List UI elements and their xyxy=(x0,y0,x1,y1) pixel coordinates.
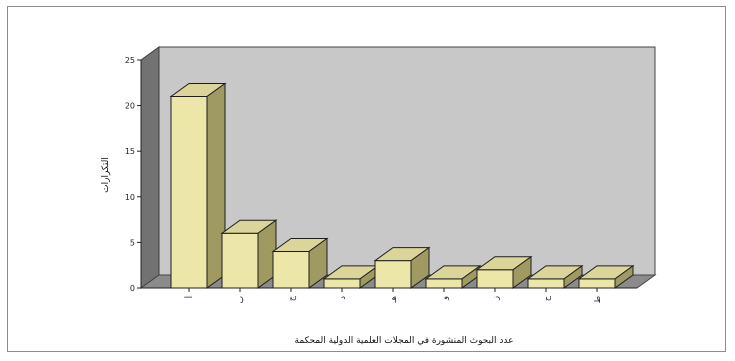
bar-3 xyxy=(271,237,329,289)
bar-front xyxy=(527,278,565,289)
x-tick-label: هـ xyxy=(389,296,398,304)
y-tick-label: 0 xyxy=(130,284,135,293)
bar-side xyxy=(308,237,328,289)
y-tick-label: 5 xyxy=(130,238,135,247)
bar-front xyxy=(578,278,616,289)
x-axis-title: عدد البحوث المنشورة في المجلات العلمية ا… xyxy=(295,336,514,346)
bar-front xyxy=(272,251,310,289)
x-tick-label: ج xyxy=(287,295,296,301)
bar-5 xyxy=(373,246,431,289)
x-tick-label: و xyxy=(440,296,449,301)
y-tick-label: 20 xyxy=(125,102,135,111)
bar-front xyxy=(374,260,412,289)
y-tick-label: 15 xyxy=(125,147,135,156)
bar-front xyxy=(170,95,208,289)
bar-2 xyxy=(220,219,278,289)
chart-side-wall xyxy=(140,46,160,289)
x-tick-label: ط xyxy=(593,296,602,303)
bar-side xyxy=(512,255,532,289)
x-tick-label: ز xyxy=(491,296,500,301)
x-tick-label: د xyxy=(338,296,347,300)
x-tick-label: ب xyxy=(236,296,245,304)
bar-9 xyxy=(577,264,635,289)
bar-side xyxy=(410,246,430,289)
bar-front xyxy=(221,232,259,289)
x-tick-label: أ xyxy=(184,296,194,298)
bar-side xyxy=(563,264,583,289)
y-axis-title: التكرارات xyxy=(101,157,111,193)
bar-1 xyxy=(169,82,227,289)
x-tick-label: ح xyxy=(542,295,551,301)
y-tick-label: 10 xyxy=(125,193,135,202)
bar-8 xyxy=(526,264,584,289)
bar-side xyxy=(614,264,634,289)
bar-front xyxy=(323,278,361,289)
bar-front xyxy=(425,278,463,289)
y-tick-label: 25 xyxy=(125,56,135,65)
bar-front xyxy=(476,269,514,289)
bar-7 xyxy=(475,255,533,289)
